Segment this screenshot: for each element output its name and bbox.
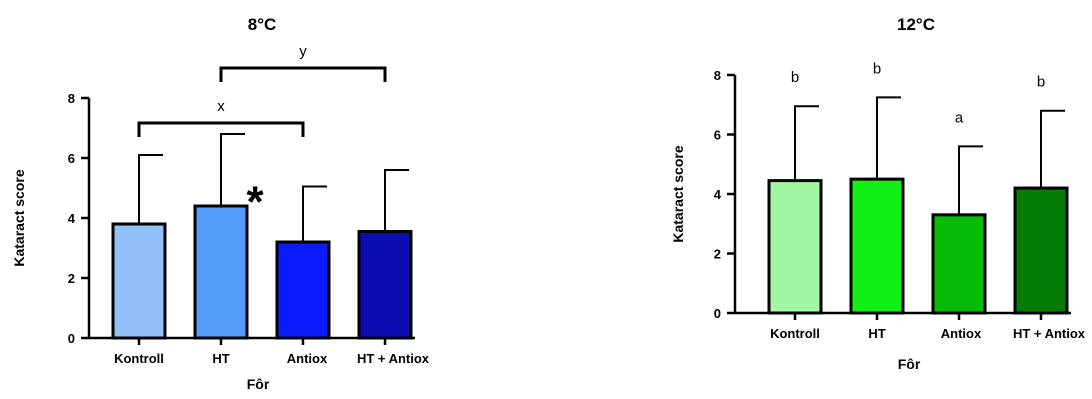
- bar-0: [111, 222, 167, 340]
- bar-1: [193, 204, 249, 340]
- y-tick-label-4: 8: [68, 91, 75, 106]
- bar-2: [931, 213, 987, 315]
- bar-3: [1013, 186, 1069, 315]
- x-tick-label-3: HT + Antiox: [1013, 326, 1086, 341]
- bar-1: [849, 177, 905, 315]
- y-tick-label-3: 6: [68, 151, 75, 166]
- y-tick-label-3: 6: [714, 128, 721, 143]
- bracket-label-1: y: [299, 43, 307, 60]
- chart-panel-8c: 8°C 0 2 4 6 8 Kontroll HT Antiox HT + Antiox Fôr Ka…: [11, 15, 430, 392]
- x-tick-label-0: Kontroll: [114, 351, 164, 366]
- y-tick-label-0: 0: [68, 331, 75, 346]
- y-tick-label-1: 2: [68, 271, 75, 286]
- x-tick-label-3: HT + Antiox: [357, 351, 430, 366]
- x-tick-label-2: Antiox: [287, 351, 328, 366]
- bar-3: [357, 230, 413, 340]
- bar-0: [767, 179, 823, 315]
- x-tick-label-2: Antiox: [941, 326, 982, 341]
- y-axis-title: Kataract score: [11, 169, 27, 266]
- group-letter-3: b: [1037, 74, 1045, 91]
- comparison-bracket-0: [137, 121, 305, 137]
- group-letter-2: a: [955, 109, 964, 126]
- bar-2: [275, 240, 331, 340]
- y-tick-label-0: 0: [714, 306, 721, 321]
- x-tick-label-1: HT: [868, 326, 885, 341]
- x-axis-title: Fôr: [247, 376, 270, 392]
- x-tick-label-0: Kontroll: [770, 326, 820, 341]
- significance-star: *: [246, 178, 264, 227]
- chart-panel-12c: 12°C 0 2 4 6 8 Kontroll HT Antiox HT + Antiox Fôr K…: [670, 15, 1086, 372]
- y-tick-label-2: 4: [68, 211, 76, 226]
- y-tick-label-4: 8: [714, 68, 721, 83]
- x-tick-label-1: HT: [212, 351, 229, 366]
- group-letter-1: b: [873, 60, 881, 77]
- chart-title: 12°C: [897, 15, 935, 34]
- y-tick-label-1: 2: [714, 247, 721, 262]
- comparison-bracket-1: [219, 66, 387, 82]
- x-axis-title: Fôr: [898, 356, 921, 372]
- group-letter-0: b: [791, 69, 799, 86]
- chart-title: 8°C: [248, 15, 277, 34]
- y-axis-title: Kataract score: [670, 145, 686, 242]
- y-tick-label-2: 4: [714, 187, 722, 202]
- bracket-label-0: x: [217, 98, 225, 115]
